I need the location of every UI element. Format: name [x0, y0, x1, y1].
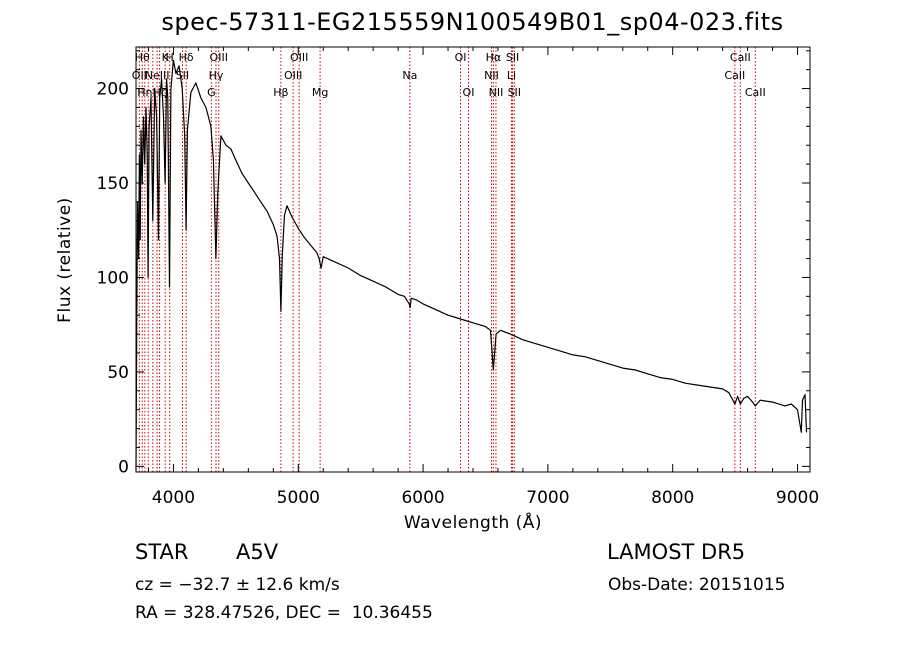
coordinates: RA = 328.47526, DEC = 10.36455 — [135, 603, 433, 623]
object-class: STAR — [135, 540, 189, 564]
x-tick-label: 9000 — [776, 488, 819, 508]
line-marker-label: OI — [463, 86, 475, 99]
line-marker-label: SII — [176, 69, 189, 82]
line-marker-label: NII — [484, 69, 499, 82]
line-marker-label: Hη — [137, 86, 152, 99]
x-tick-label: 7000 — [526, 488, 569, 508]
line-marker-label: CaII — [745, 86, 766, 99]
line-marker-label: SII — [506, 51, 519, 64]
spectral-subclass: A5V — [236, 540, 279, 564]
line-marker-label: SII — [508, 86, 521, 99]
line-marker-label: Mg — [312, 86, 328, 99]
line-marker-label: K — [162, 51, 170, 64]
chart-title: spec-57311-EG215559N100549B01_sp04-023.f… — [161, 8, 784, 36]
line-marker-label: CaII — [730, 51, 751, 64]
line-marker-label: NeIII — [145, 69, 170, 82]
line-marker-label: Na — [402, 69, 417, 82]
x-tick-label: 8000 — [651, 488, 694, 508]
y-tick-label: 50 — [107, 363, 129, 383]
y-tick-label: 200 — [97, 80, 129, 100]
line-marker-label: H — [166, 51, 174, 64]
line-marker-label: CaII — [724, 69, 745, 82]
line-marker-label: NII — [489, 86, 504, 99]
line-marker-label: OIII — [290, 51, 308, 64]
line-marker-label: G — [207, 86, 216, 99]
line-marker-label: Hα — [486, 51, 502, 64]
y-axis-label: Flux (relative) — [55, 197, 75, 323]
survey-name: LAMOST DR5 — [607, 540, 746, 564]
plot-frame — [135, 46, 811, 473]
line-marker-label: Hγ — [209, 69, 224, 82]
line-marker-label: Hζ — [152, 86, 166, 99]
observation-date: Obs-Date: 20151015 — [608, 575, 786, 595]
line-marker-label: Hβ — [273, 86, 288, 99]
spectrum-line — [135, 59, 808, 471]
x-tick-label: 6000 — [401, 488, 444, 508]
redshift-velocity: cz = −32.7 ± 12.6 km/s — [135, 575, 340, 595]
line-marker-label: OIII — [210, 51, 228, 64]
y-tick-label: 0 — [118, 457, 129, 477]
x-axis-label: Wavelength (Å) — [404, 511, 542, 533]
y-tick-label: 100 — [97, 268, 129, 288]
line-marker-label: OI — [455, 51, 467, 64]
y-tick-label: 150 — [97, 174, 129, 194]
line-marker-label: Hδ — [179, 51, 194, 64]
line-marker-label: Li — [507, 69, 516, 82]
x-tick-label: 5000 — [277, 488, 320, 508]
line-marker-label: OIII — [284, 69, 302, 82]
line-marker-label: Hθ — [135, 51, 150, 64]
x-tick-label: 4000 — [152, 488, 195, 508]
